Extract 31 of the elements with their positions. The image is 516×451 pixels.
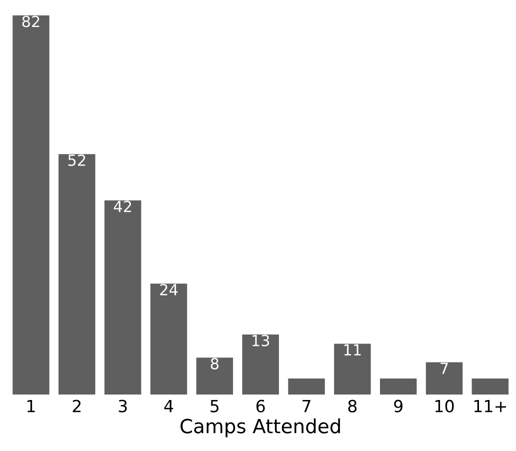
data-label: 8 — [210, 358, 218, 370]
data-label: 42 — [114, 200, 132, 212]
x-tick-label: 4 — [164, 400, 174, 412]
x-tick-label: 8 — [348, 400, 357, 412]
bar — [426, 362, 463, 395]
bar — [196, 358, 234, 395]
bar — [334, 344, 371, 395]
bar — [288, 378, 325, 395]
x-tick-label: 5 — [210, 400, 219, 412]
data-label: 13 — [252, 334, 270, 346]
bar — [150, 284, 188, 395]
bar — [472, 378, 509, 395]
data-label: 52 — [68, 154, 86, 166]
x-tick-label: 10 — [435, 400, 454, 412]
bar — [12, 15, 50, 395]
bar — [104, 200, 142, 395]
data-label: 11 — [344, 344, 361, 356]
x-axis-title: Camps Attended — [180, 418, 340, 438]
x-tick-label: 9 — [394, 400, 402, 412]
x-tick-label: 1 — [28, 400, 35, 412]
x-tick-label: 6 — [256, 400, 265, 412]
x-tick-label: 7 — [302, 400, 310, 412]
x-tick-label: 2 — [72, 400, 81, 412]
data-label: 24 — [160, 284, 178, 296]
data-label: 82 — [22, 16, 40, 28]
bar — [380, 378, 417, 395]
bar — [58, 154, 96, 395]
x-tick-label: 3 — [118, 400, 127, 412]
x-tick-label: 11+ — [474, 400, 506, 412]
bar — [242, 334, 279, 395]
data-label: 7 — [440, 362, 448, 374]
